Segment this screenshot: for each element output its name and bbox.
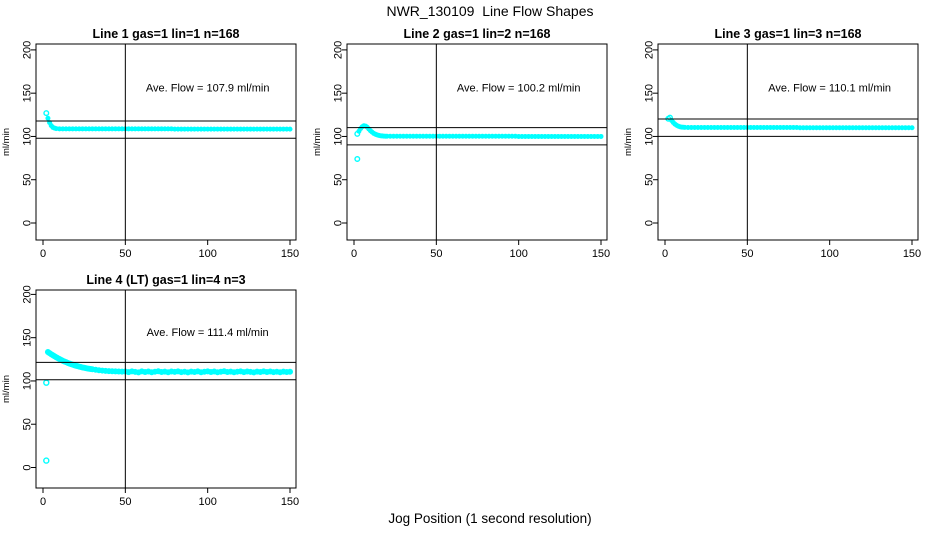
y-tick-label: 150 — [22, 328, 34, 346]
x-tick-label: 50 — [119, 496, 131, 508]
ave-flow-annotation: Ave. Flow = 110.1 ml/min — [768, 82, 891, 94]
y-tick-label: 200 — [333, 41, 345, 59]
data-point — [45, 115, 51, 121]
data-point — [287, 368, 294, 375]
y-tick-label: 200 — [22, 41, 34, 59]
data-point — [598, 133, 604, 139]
x-tick-label: 0 — [40, 496, 46, 508]
outlier-point — [354, 155, 361, 162]
panel-1: 0 50 100 150 200 0 50 100 150 ml/min Line 1 gas=1 … — [1, 27, 299, 260]
plot-box — [346, 43, 608, 241]
data-point — [909, 125, 915, 131]
x-tick-label: 100 — [509, 248, 527, 260]
y-tick-label: 50 — [22, 418, 34, 430]
x-tick-label: 100 — [820, 248, 838, 260]
y-tick-label: 200 — [22, 285, 34, 303]
outlier-point — [354, 130, 361, 137]
y-tick-label: 200 — [644, 41, 656, 59]
y-tick-label: 100 — [333, 127, 345, 145]
y-tick-label: 100 — [644, 127, 656, 145]
plot-box — [35, 289, 297, 489]
x-tick-label: 50 — [119, 248, 131, 260]
plot-box — [657, 43, 919, 241]
x-tick-label: 150 — [903, 248, 921, 260]
y-axis-unit-label: ml/min — [1, 128, 12, 156]
panel-title: Line 3 gas=1 lin=3 n=168 — [715, 27, 862, 41]
ave-flow-annotation: Ave. Flow = 111.4 ml/min — [147, 327, 269, 339]
y-tick-label: 0 — [22, 464, 34, 470]
panel-3: 0 50 100 150 200 0 50 100 150 ml/min Line 3 gas=1 … — [623, 27, 921, 260]
x-tick-label: 150 — [281, 248, 299, 260]
data-points — [43, 348, 294, 464]
y-tick-label: 0 — [333, 220, 345, 226]
panel-title: Line 2 gas=1 lin=2 n=168 — [404, 27, 551, 41]
chart-title: NWR_130109 Line Flow Shapes — [386, 3, 594, 19]
x-tick-label: 100 — [198, 496, 216, 508]
y-tick-label: 150 — [22, 84, 34, 102]
panel-title: Line 4 (LT) gas=1 lin=4 n=3 — [86, 273, 245, 287]
x-tick-label: 50 — [741, 248, 753, 260]
x-axis-label: Jog Position (1 second resolution) — [388, 511, 592, 526]
x-tick-label: 150 — [592, 248, 610, 260]
x-tick-label: 150 — [281, 496, 299, 508]
data-point — [287, 126, 293, 132]
outlier-point — [43, 457, 50, 464]
outlier-point — [666, 114, 673, 121]
y-tick-label: 50 — [644, 174, 656, 186]
y-tick-label: 0 — [644, 220, 656, 226]
x-tick-label: 50 — [430, 248, 442, 260]
panel-4: 0 50 100 150 200 0 50 100 150 ml/min Line 4 (LT) g… — [1, 273, 299, 508]
outlier-point — [43, 379, 50, 386]
data-points — [43, 110, 293, 132]
data-points — [665, 114, 915, 131]
y-tick-label: 0 — [22, 220, 34, 226]
x-tick-label: 0 — [40, 248, 46, 260]
y-tick-label: 100 — [22, 372, 34, 390]
x-tick-label: 0 — [351, 248, 357, 260]
ave-flow-annotation: Ave. Flow = 100.2 ml/min — [457, 82, 581, 94]
x-tick-label: 100 — [198, 248, 216, 260]
ave-flow-annotation: Ave. Flow = 107.9 ml/min — [146, 82, 270, 94]
y-tick-label: 150 — [644, 84, 656, 102]
y-tick-label: 150 — [333, 84, 345, 102]
data-points — [354, 123, 604, 162]
y-axis-unit-label: ml/min — [312, 128, 323, 156]
y-tick-label: 50 — [22, 174, 34, 186]
y-tick-label: 50 — [333, 174, 345, 186]
panel-2: 0 50 100 150 200 0 50 100 150 ml/min Line 2 gas=1 … — [312, 27, 610, 260]
panel-title: Line 1 gas=1 lin=1 n=168 — [93, 27, 240, 41]
outlier-point — [43, 110, 50, 117]
plot-box — [35, 43, 297, 241]
y-axis-unit-label: ml/min — [623, 128, 634, 156]
y-tick-label: 100 — [22, 127, 34, 145]
y-axis-unit-label: ml/min — [1, 375, 12, 403]
x-tick-label: 0 — [662, 248, 668, 260]
